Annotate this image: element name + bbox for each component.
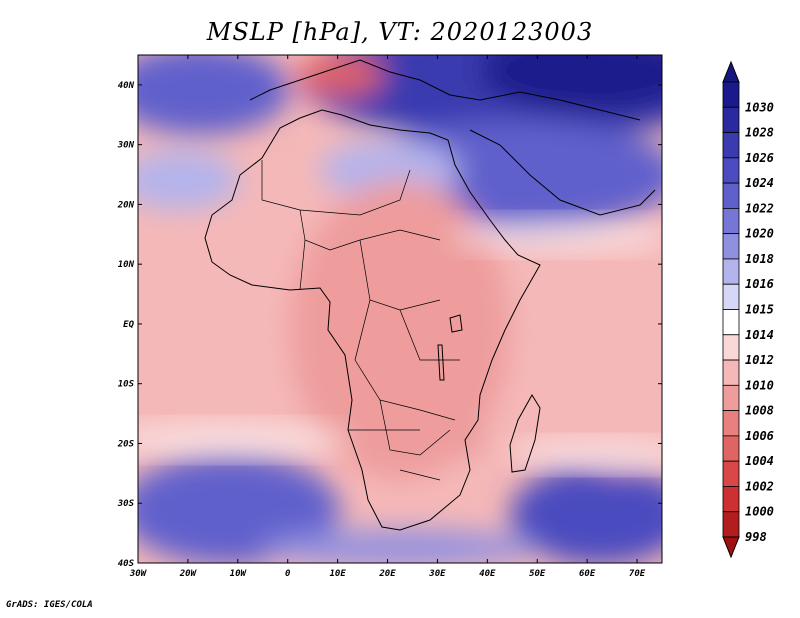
- lat-tick-label: 10S: [118, 380, 135, 390]
- lat-tick-label: 30S: [117, 499, 135, 509]
- colorbar-swatch: [722, 182, 740, 209]
- latitude-axis: 40N 30N 20N 10N EQ 10S 20S 30S 40S: [117, 81, 662, 569]
- equatorial-indian-trough: [560, 290, 662, 470]
- european-high-core: [480, 55, 662, 115]
- colorbar-under-triangle: [722, 536, 740, 559]
- colorbar-swatch: [722, 410, 740, 437]
- colorbar-label: 1022: [745, 201, 774, 215]
- colorbar-swatch: [722, 359, 740, 386]
- colorbar-label: 1004: [745, 454, 774, 468]
- colorbar-label: 1024: [745, 176, 774, 190]
- colorbar-label: 1014: [745, 328, 774, 342]
- colorbar-swatch: [722, 435, 740, 462]
- colorbar-swatch: [722, 283, 740, 310]
- lon-tick-label: 20E: [378, 569, 396, 579]
- lake-tanganyika: [437, 344, 445, 381]
- colorbar-label: 998: [745, 530, 767, 544]
- colorbar-swatch: [722, 309, 740, 336]
- map-frame: [137, 54, 663, 564]
- lat-tick-label: EQ: [123, 320, 134, 330]
- country-borders: [261, 160, 460, 481]
- lon-tick-label: 0: [285, 569, 291, 579]
- lon-tick-label: 10E: [329, 569, 346, 579]
- coastlines: [204, 59, 656, 531]
- lon-tick-label: 70E: [629, 569, 646, 579]
- colorbar-swatch: [722, 334, 740, 361]
- indian-ocean-high: [510, 465, 662, 563]
- colorbar-label: 1015: [745, 303, 774, 317]
- subtropical-ridge-west: [138, 150, 240, 210]
- colorbar-swatch: [722, 132, 740, 159]
- colorbar-swatch: [722, 81, 740, 108]
- colorbar-swatch: [722, 106, 740, 133]
- colorbar-swatch: [722, 258, 740, 285]
- north-atlantic-high: [138, 55, 290, 135]
- colorbar-swatch: [722, 233, 740, 260]
- colorbar-label: 1020: [745, 227, 774, 241]
- lon-tick-label: 60E: [579, 569, 596, 579]
- colorbar-swatch: [722, 511, 740, 538]
- lat-tick-label: 40N: [118, 81, 135, 91]
- lon-tick-label: 50E: [529, 569, 546, 579]
- transition-band-se: [510, 439, 662, 471]
- lon-tick-label: 30E: [428, 569, 446, 579]
- colorbar-swatch: [722, 460, 740, 487]
- lat-tick-label: 20S: [117, 439, 135, 449]
- colorbar-label: 1028: [745, 126, 774, 140]
- continental-trough: [290, 180, 510, 480]
- colorbar-label: 1016: [745, 277, 774, 291]
- colorbar-label: 1026: [745, 151, 774, 165]
- colorbar-swatch: [722, 157, 740, 184]
- colorbar-label: 1006: [745, 429, 774, 443]
- colorbar-label: 1012: [745, 353, 774, 367]
- lon-tick-label: 40E: [479, 569, 496, 579]
- transition-band-sw: [138, 422, 350, 458]
- colorbar-swatch: [722, 207, 740, 235]
- longitude-axis: 30W 20W 10W 0 10E 20E 30E 40E 50E 60E 70E: [129, 55, 646, 579]
- arabian-coastline: [469, 129, 656, 216]
- mediterranean-low: [295, 55, 385, 95]
- colorbar-over-triangle: [722, 60, 740, 83]
- lon-tick-label: 10W: [230, 569, 248, 579]
- south-atlantic-high: [138, 455, 340, 563]
- chart-title: MSLP [hPa], VT: 2020123003: [206, 18, 594, 46]
- lat-tick-label: 30N: [117, 141, 135, 151]
- colorbar-label: 1002: [745, 479, 774, 493]
- colorbar-label: 1010: [745, 378, 774, 392]
- europe-coastline: [249, 59, 641, 121]
- colorbar-label: 1030: [745, 100, 774, 114]
- lake-victoria: [449, 314, 463, 333]
- lat-tick-label: 20N: [117, 200, 135, 210]
- madagascar-coastline: [509, 394, 541, 473]
- lon-tick-label: 30W: [129, 569, 148, 579]
- colorbar-label: 1000: [745, 505, 774, 519]
- colorbar: 1030 1028 1026 1024 1022 1020 1018 1016 1015 1014…: [722, 60, 774, 559]
- southern-ridge: [260, 530, 540, 563]
- lat-tick-label: 40S: [118, 559, 135, 569]
- transition-band-ne: [450, 217, 662, 253]
- colorbar-label: 1008: [745, 404, 774, 418]
- africa-coastline: [204, 109, 541, 531]
- lon-tick-label: 20W: [179, 569, 198, 579]
- colorbar-swatch: [722, 384, 740, 412]
- lat-tick-label: 10N: [118, 260, 135, 270]
- grads-credit: GrADS: IGES/COLA: [6, 600, 93, 610]
- colorbar-label: 1018: [745, 252, 774, 266]
- pressure-field: [138, 55, 662, 563]
- colorbar-swatch: [722, 486, 740, 513]
